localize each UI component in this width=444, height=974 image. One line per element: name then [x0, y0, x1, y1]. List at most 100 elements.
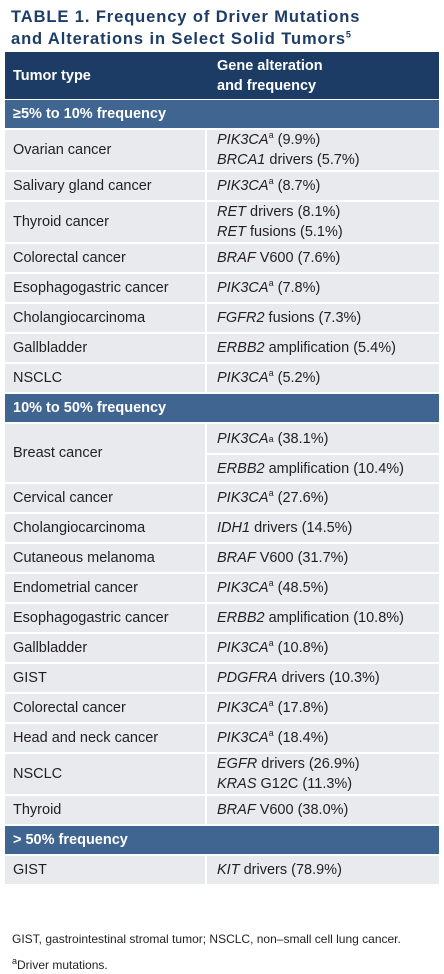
tumor-type-cell: GIST	[5, 856, 207, 884]
alteration-frequency: fusions (5.1%)	[246, 224, 343, 240]
gene-name: PIK3CA	[217, 132, 269, 148]
gene-entry: ERBB2 amplification (5.4%)	[217, 338, 439, 358]
alteration-frequency: (7.8%)	[273, 280, 321, 296]
table-row: GIST PDGFRA drivers (10.3%)	[5, 664, 439, 694]
table-row: Cholangiocarcinoma FGFR2 fusions (7.3%)	[5, 304, 439, 334]
driver-mutation-mark: a	[268, 638, 274, 649]
gene-entry: KIT drivers (78.9%)	[217, 860, 439, 880]
gene-name: RET	[217, 204, 246, 220]
tumor-type-cell: Cervical cancer	[5, 484, 207, 512]
alteration-frequency: V600 (7.6%)	[255, 250, 341, 266]
gene-entry: PIK3CAa (10.8%)	[217, 638, 439, 658]
table-row: Thyroid BRAF V600 (38.0%)	[5, 796, 439, 826]
gene-alteration-cell: KIT drivers (78.9%)	[207, 856, 439, 884]
alteration-frequency: (38.1%)	[273, 430, 329, 447]
tumor-type-cell: Ovarian cancer	[5, 130, 207, 170]
gene-entry: ERBB2 amplification (10.4%)	[207, 453, 439, 482]
gene-alteration-cell: PIK3CAa (9.9%) BRCA1 drivers (5.7%)	[207, 130, 439, 170]
gene-name: PIK3CA	[217, 700, 269, 716]
tumor-type-cell: Cholangiocarcinoma	[5, 304, 207, 332]
gene-alteration-cell: PIK3CAa (8.7%)	[207, 172, 439, 200]
gene-entry: BRAF V600 (7.6%)	[217, 248, 439, 268]
gene-entry: IDH1 drivers (14.5%)	[217, 518, 439, 538]
gene-alteration-cell: PDGFRA drivers (10.3%)	[207, 664, 439, 692]
gene-name: PIK3CA	[217, 178, 269, 194]
gene-alteration-cell: PIK3CAa (7.8%)	[207, 274, 439, 302]
section-header: 10% to 50% frequency	[5, 394, 439, 424]
gene-entry: BRAF V600 (38.0%)	[217, 800, 439, 820]
alteration-frequency: (8.7%)	[273, 178, 321, 194]
table-row: Head and neck cancer PIK3CAa (18.4%)	[5, 724, 439, 754]
table-row: Cholangiocarcinoma IDH1 drivers (14.5%)	[5, 514, 439, 544]
gene-alteration-cell: EGFR drivers (26.9%) KRAS G12C (11.3%)	[207, 754, 439, 794]
gene-entry: PIK3CAa (7.8%)	[217, 278, 439, 298]
footnote-driver: aDriver mutations.	[12, 956, 108, 973]
gene-entry: PIK3CAa (9.9%)	[217, 130, 439, 150]
footnote-mark: a	[12, 956, 18, 966]
alteration-frequency: drivers (14.5%)	[250, 520, 353, 536]
gene-entry: BRCA1 drivers (5.7%)	[217, 150, 439, 170]
table-row: Cutaneous melanoma BRAF V600 (31.7%)	[5, 544, 439, 574]
gene-name: KRAS	[217, 776, 257, 792]
tumor-type-cell: Thyroid cancer	[5, 202, 207, 242]
gene-entry: RET drivers (8.1%)	[217, 202, 439, 222]
table-row: Ovarian cancer PIK3CAa (9.9%) BRCA1 driver…	[5, 130, 439, 172]
gene-alteration-cell: PIK3CA a (38.1%) ERBB2 amplification (10.4…	[207, 424, 439, 482]
tumor-type-cell: NSCLC	[5, 754, 207, 794]
footnote-abbreviations: GIST, gastrointestinal stromal tumor; NS…	[12, 932, 401, 946]
table-row: Esophagogastric cancer ERBB2 amplificatio…	[5, 604, 439, 634]
alteration-frequency: V600 (38.0%)	[255, 802, 349, 818]
gene-entry: PIK3CAa (48.5%)	[217, 578, 439, 598]
driver-mutation-mark: a	[268, 728, 274, 739]
title-line-1: Frequency of Driver Mutations	[95, 8, 361, 26]
tumor-type-cell: Colorectal cancer	[5, 244, 207, 272]
gene-name: BRAF	[217, 802, 256, 818]
alteration-frequency: drivers (5.7%)	[265, 152, 360, 168]
gene-name: KIT	[217, 862, 240, 878]
alteration-frequency: (18.4%)	[273, 730, 329, 746]
tumor-type-cell: Cutaneous melanoma	[5, 544, 207, 572]
gene-name: PIK3CA	[217, 490, 269, 506]
table-label: TABLE 1.	[11, 8, 91, 26]
alteration-frequency: drivers (10.3%)	[277, 670, 380, 686]
gene-alteration-cell: ERBB2 amplification (5.4%)	[207, 334, 439, 362]
gene-entry: PIK3CAa (27.6%)	[217, 488, 439, 508]
tumor-type-cell: Head and neck cancer	[5, 724, 207, 752]
gene-alteration-cell: IDH1 drivers (14.5%)	[207, 514, 439, 542]
gene-name: PIK3CA	[217, 370, 269, 386]
alteration-frequency: drivers (8.1%)	[246, 204, 341, 220]
driver-mutation-mark: a	[268, 698, 274, 709]
driver-mutation-mark: a	[268, 578, 274, 589]
gene-entry: RET fusions (5.1%)	[217, 222, 439, 242]
table-row: Esophagogastric cancer PIK3CAa (7.8%)	[5, 274, 439, 304]
header-col2-line2: and frequency	[217, 77, 317, 94]
gene-entry: PIK3CAa (8.7%)	[217, 176, 439, 196]
tumor-type-cell: Esophagogastric cancer	[5, 274, 207, 302]
gene-name: BRCA1	[217, 152, 266, 168]
gene-name: PIK3CA	[217, 580, 269, 596]
section-header: > 50% frequency	[5, 826, 439, 856]
gene-alteration-cell: PIK3CAa (18.4%)	[207, 724, 439, 752]
alteration-frequency: drivers (78.9%)	[239, 862, 342, 878]
gene-entry: PIK3CAa (18.4%)	[217, 728, 439, 748]
table-row: Cervical cancer PIK3CAa (27.6%)	[5, 484, 439, 514]
gene-alteration-cell: BRAF V600 (31.7%)	[207, 544, 439, 572]
gene-entry: EGFR drivers (26.9%)	[217, 754, 439, 774]
table-row: Endometrial cancer PIK3CAa (48.5%)	[5, 574, 439, 604]
gene-name: BRAF	[217, 250, 256, 266]
gene-alteration-cell: PIK3CAa (27.6%)	[207, 484, 439, 512]
gene-entry: PIK3CAa (17.8%)	[217, 698, 439, 718]
gene-name: PIK3CA	[217, 640, 269, 656]
gene-entry: KRAS G12C (11.3%)	[217, 774, 439, 794]
gene-name: PIK3CA	[217, 430, 269, 447]
alteration-frequency: (5.2%)	[273, 370, 321, 386]
gene-name: BRAF	[217, 550, 256, 566]
alteration-frequency: (9.9%)	[273, 132, 321, 148]
gene-alteration-cell: PIK3CAa (10.8%)	[207, 634, 439, 662]
driver-mutation-mark: a	[268, 278, 274, 289]
tumor-type-cell: GIST	[5, 664, 207, 692]
tumor-type-cell: Endometrial cancer	[5, 574, 207, 602]
gene-alteration-cell: FGFR2 fusions (7.3%)	[207, 304, 439, 332]
gene-entry: ERBB2 amplification (10.8%)	[217, 608, 439, 628]
alteration-frequency: (27.6%)	[273, 490, 329, 506]
